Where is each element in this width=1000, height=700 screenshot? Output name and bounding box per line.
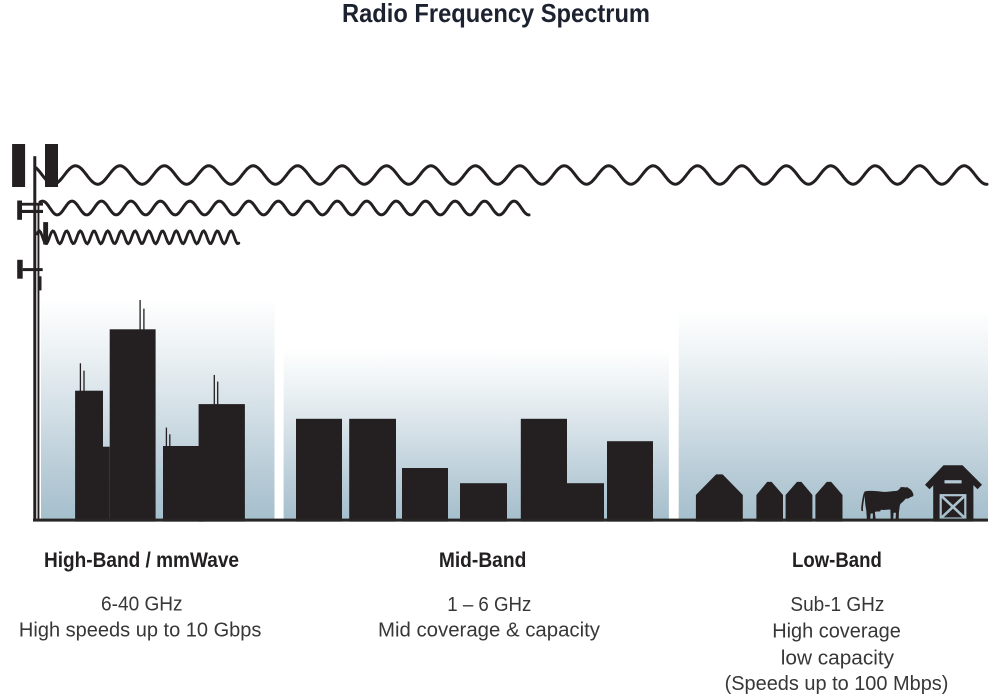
svg-text:High coverage: High coverage (772, 621, 901, 643)
svg-text:Low-Band: Low-Band (792, 549, 882, 572)
svg-text:Mid-Band: Mid-Band (439, 549, 527, 572)
svg-text:Mid coverage & capacity: Mid coverage & capacity (378, 620, 600, 642)
svg-text:1 – 6 GHz: 1 – 6 GHz (447, 594, 531, 616)
svg-text:High-Band / mmWave: High-Band / mmWave (44, 549, 239, 572)
svg-text:Radio Frequency Spectrum: Radio Frequency Spectrum (342, 0, 650, 28)
svg-text:(Speeds up to 100 Mbps): (Speeds up to 100 Mbps) (725, 673, 949, 695)
svg-text:low capacity: low capacity (781, 648, 894, 670)
svg-text:Sub-1 GHz: Sub-1 GHz (790, 594, 884, 616)
svg-text:6-40 GHz: 6-40 GHz (101, 594, 183, 616)
svg-text:High speeds up to 10 Gbps: High speeds up to 10 Gbps (19, 620, 262, 642)
